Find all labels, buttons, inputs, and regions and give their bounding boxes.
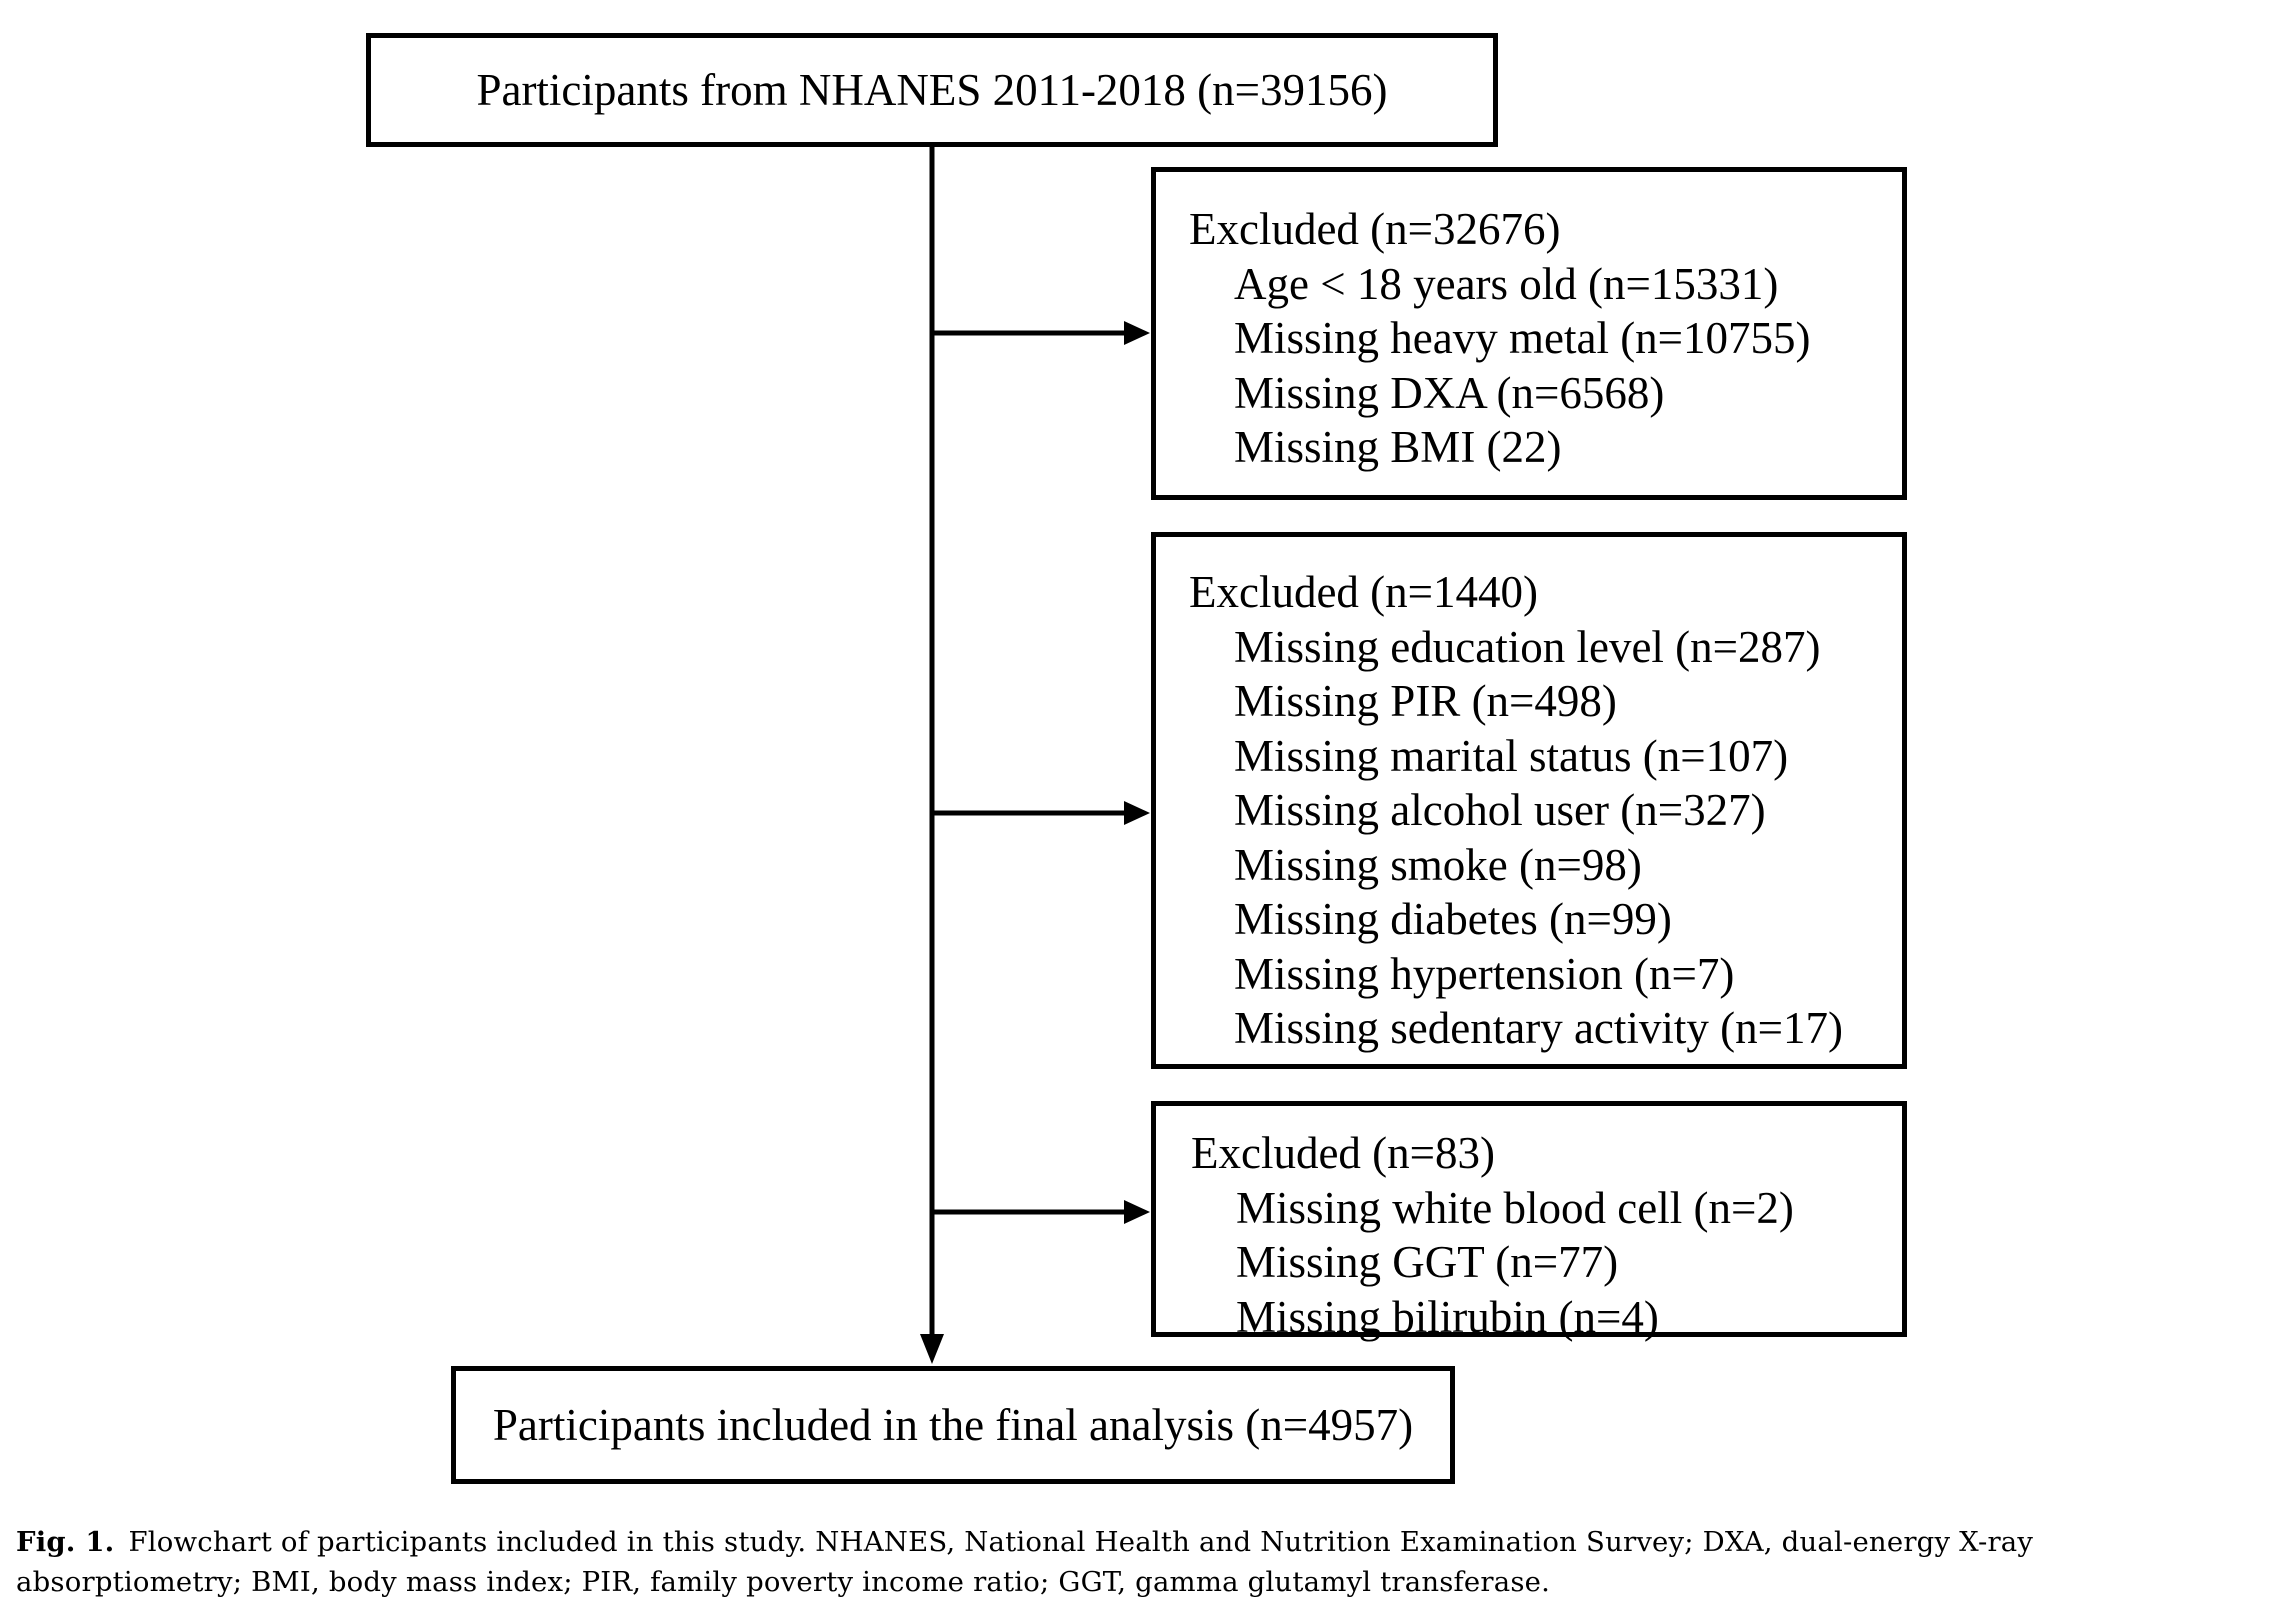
exclusion-item: Age < 18 years old (n=15331) [1234, 258, 1779, 309]
exclusion-item: Missing alcohol user (n=327) [1234, 785, 1766, 835]
figure-caption-text: Flowchart of participants included in th… [16, 1526, 2034, 1598]
exclusion-item: Missing smoke (n=98) [1234, 839, 1642, 890]
exclusion-heading: Excluded (n=83) [1191, 1128, 1496, 1178]
branch-arrowhead-1 [1124, 321, 1150, 345]
exclusion-box-2: Excluded (n=1440) Missing education leve… [1151, 532, 1907, 1069]
exclusion-item: Missing hypertension (n=7) [1234, 948, 1735, 999]
exclusion-item: Missing diabetes (n=99) [1234, 894, 1672, 944]
final-analysis-box: Participants included in the final analy… [451, 1366, 1455, 1484]
exclusion-item: Missing PIR (n=498) [1234, 676, 1617, 726]
start-box-label: Participants from NHANES 2011-2018 (n=39… [476, 65, 1388, 115]
exclusion-box-1: Excluded (n=32676) Age < 18 years old (n… [1151, 167, 1907, 500]
exclusion-item: Missing sedentary activity (n=17) [1234, 1003, 1844, 1053]
down-arrowhead [920, 1334, 944, 1364]
exclusion-box-3: Excluded (n=83) Missing white blood cell… [1151, 1101, 1907, 1342]
exclusion-item: Missing education level (n=287) [1234, 621, 1821, 672]
branch-arrowhead-3 [1124, 1200, 1150, 1224]
exclusion-item: Missing DXA (n=6568) [1234, 367, 1665, 418]
exclusion-item: Missing GGT (n=77) [1236, 1237, 1619, 1287]
exclusion-item: Missing marital status (n=107) [1234, 730, 1789, 781]
exclusion-item: Missing white blood cell (n=2) [1236, 1182, 1794, 1233]
figure-caption: Fig. 1. Flowchart of participants include… [16, 1522, 2266, 1602]
exclusion-heading: Excluded (n=32676) [1189, 204, 1561, 254]
start-box: Participants from NHANES 2011-2018 (n=39… [366, 33, 1498, 147]
final-analysis-label: Participants included in the final analy… [492, 1400, 1414, 1450]
exclusion-heading: Excluded (n=1440) [1189, 567, 1539, 617]
exclusion-item: Missing heavy metal (n=10755) [1234, 313, 1811, 363]
exclusion-item: Missing BMI (22) [1234, 422, 1562, 472]
exclusion-item: Missing bilirubin (n=4) [1236, 1291, 1659, 1342]
branch-arrowhead-2 [1124, 801, 1150, 825]
figure-label: Fig. 1. [16, 1526, 115, 1558]
